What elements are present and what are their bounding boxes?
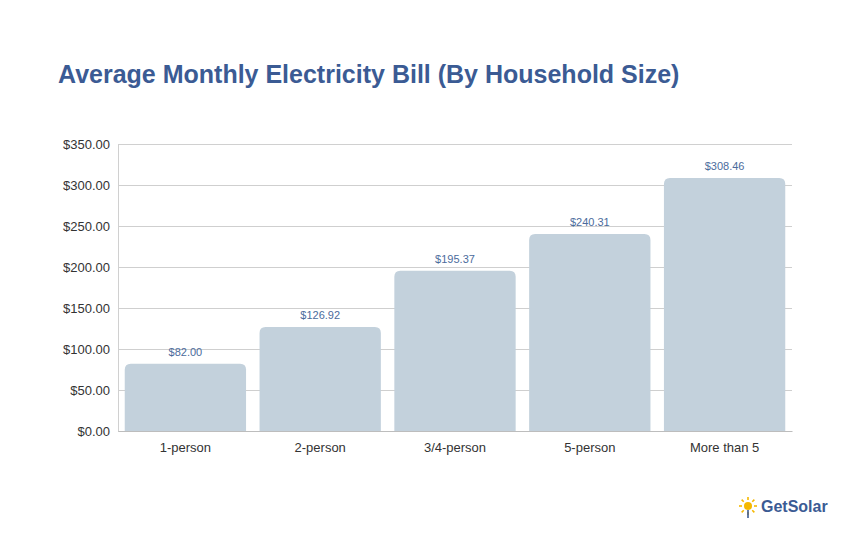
x-axis: 1-person 2-person 3/4-person 5-person More t…: [119, 432, 793, 456]
bar: [125, 364, 246, 431]
logo-sun: [744, 502, 752, 510]
grid-line: [118, 431, 792, 432]
bar: [394, 271, 515, 431]
x-tick-label: 5-person: [564, 440, 615, 455]
y-axis: $0.00 $50.00 $100.00 $150.00 $200.00 $250.00 $…: [63, 137, 792, 439]
bar: [664, 178, 785, 431]
x-tick-label: 2-person: [295, 440, 346, 455]
y-tick-label: $350.00: [63, 137, 110, 152]
chart: Average Monthly Electricity Bill (By Hou…: [0, 0, 850, 535]
logo-ray: [754, 505, 757, 507]
logo-icon: [739, 497, 757, 518]
y-tick-label: $100.00: [63, 342, 110, 357]
x-axis-line: [119, 431, 793, 432]
y-axis-line: [119, 145, 793, 432]
logo-ray: [742, 510, 744, 512]
logo-text: GetSolar: [761, 498, 828, 515]
x-tick-label: 1-person: [160, 440, 211, 455]
data-label: $240.31: [570, 216, 610, 228]
bar: [260, 327, 381, 431]
logo: GetSolar: [739, 497, 828, 518]
y-tick-label: $50.00: [70, 383, 110, 398]
logo-stem: [747, 510, 749, 518]
bars: [125, 178, 786, 431]
logo-ray: [752, 500, 754, 502]
logo-ray: [742, 500, 744, 502]
data-label: $126.92: [300, 309, 340, 321]
logo-ray: [747, 497, 749, 500]
y-tick-label: $200.00: [63, 260, 110, 275]
bar: [529, 234, 650, 431]
title: Average Monthly Electricity Bill (By Hou…: [58, 60, 679, 88]
data-labels: $82.00 $126.92 $195.37 $240.31 $308.46: [169, 160, 745, 358]
data-label: $195.37: [435, 253, 475, 265]
x-tick: 3/4-person: [424, 440, 486, 455]
x-tick-label: More than 5: [690, 440, 759, 455]
data-label: $82.00: [169, 346, 203, 358]
y-tick-label: $300.00: [63, 178, 110, 193]
y-tick-label: $150.00: [63, 301, 110, 316]
x-tick-label: 3/4-person: [424, 440, 486, 455]
logo-ray: [752, 510, 754, 512]
data-label: $308.46: [705, 160, 745, 172]
x-tick: 1-person: [160, 440, 211, 455]
y-tick-label: $0.00: [77, 424, 110, 439]
logo-ray: [739, 505, 742, 507]
x-tick: 2-person: [295, 440, 346, 455]
x-tick: 5-person: [564, 440, 615, 455]
y-tick-label: $250.00: [63, 219, 110, 234]
x-tick: More than 5: [690, 440, 759, 455]
